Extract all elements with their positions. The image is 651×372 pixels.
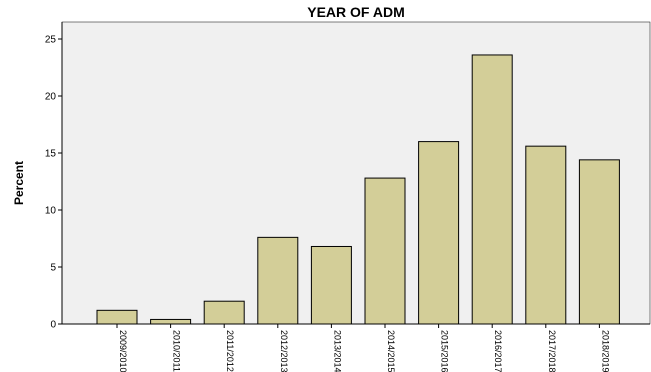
bar-2014-2015: [364, 177, 406, 325]
bar-2017-2018: [525, 145, 567, 325]
bar-2016-2017: [471, 54, 513, 325]
x-tick-label: 2009/2010: [118, 330, 128, 372]
x-tick-label: 2013/2014: [332, 330, 342, 372]
y-tick-label: 0: [50, 320, 56, 331]
bar-2009-2010: [96, 309, 138, 325]
bar-2015-2016: [418, 141, 460, 325]
chart-title: YEAR OF ADM: [307, 4, 404, 20]
y-tick-label: 10: [45, 206, 57, 217]
y-tick-label: 20: [45, 92, 57, 103]
x-tick-label: 2011/2012: [225, 330, 235, 372]
bar-2011-2012: [203, 300, 245, 325]
bars: [96, 54, 620, 325]
x-tick-label: 2017/2018: [547, 330, 557, 372]
x-tick-label: 2015/2016: [440, 330, 450, 372]
x-tick-label: 2018/2019: [600, 330, 610, 372]
x-tick-label: 2012/2013: [279, 330, 289, 372]
bar-2018-2019: [578, 159, 620, 325]
x-tick-label: 2014/2015: [386, 330, 396, 372]
bar-2013-2014: [310, 245, 352, 325]
x-tick-label: 2010/2011: [172, 330, 182, 372]
bar-2012-2013: [257, 236, 299, 325]
bar-2010-2011: [150, 318, 192, 325]
x-ticks: 2009/2010 2010/2011 2011/2012 2012/2013 2013…: [116, 324, 610, 372]
y-tick-label: 15: [45, 149, 57, 160]
y-tick-label: 5: [50, 263, 56, 274]
y-axis-label: Percent: [12, 161, 26, 205]
y-tick-label: 25: [45, 35, 57, 46]
x-tick-label: 2016/2017: [493, 330, 503, 372]
y-ticks: 0 5 10 15 20 25: [45, 35, 62, 331]
